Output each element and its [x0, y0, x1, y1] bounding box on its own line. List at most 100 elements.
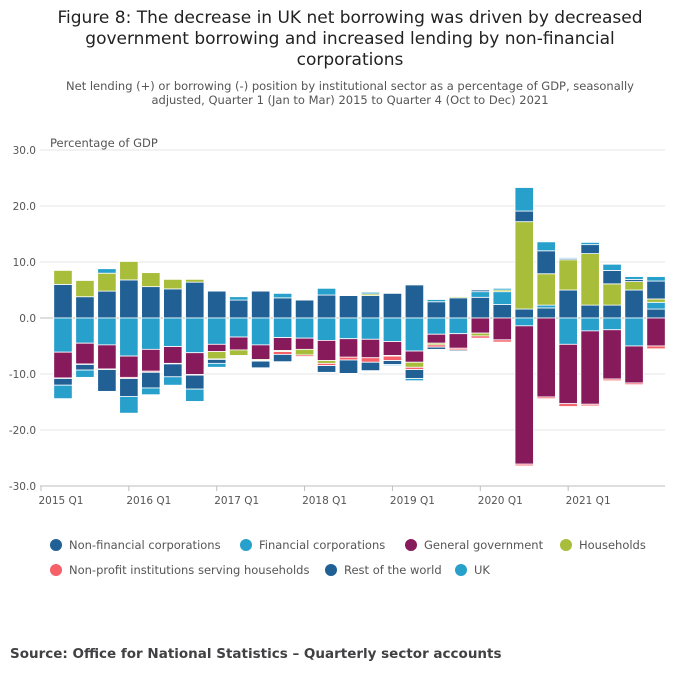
- bar-segment-gov: [492, 317, 512, 341]
- bar-segment-nfc: [75, 296, 95, 319]
- bar-segment-gov: [119, 355, 139, 378]
- bar-segment-fc: [141, 317, 161, 350]
- bar-segment-hh: [75, 280, 95, 298]
- legend-item-uk[interactable]: UK: [455, 563, 490, 577]
- bar-segment-uk: [492, 287, 512, 291]
- legend-swatch: [50, 539, 62, 551]
- bar-segment-fc: [426, 317, 446, 335]
- bar-segment-fc: [514, 317, 534, 327]
- legend-swatch: [560, 539, 572, 551]
- legend-item-fc[interactable]: Financial corporations: [240, 538, 385, 552]
- y-axis-label: Percentage of GDP: [50, 136, 158, 150]
- bar-segment-fc: [404, 317, 425, 352]
- bar-segment-gov: [602, 329, 622, 380]
- bar-segment-fc: [272, 317, 293, 339]
- bar-segment-fc: [294, 317, 315, 339]
- legend-label: General government: [424, 538, 544, 552]
- bar-segment-fc: [580, 317, 600, 332]
- bar-segment-nfc: [207, 290, 227, 319]
- bar-segment-row: [141, 371, 161, 389]
- legend-item-hh[interactable]: Households: [560, 538, 646, 552]
- bar-segment-nfc: [119, 279, 139, 319]
- bar-segment-nfc: [251, 290, 271, 319]
- bar-segment-npish: [229, 355, 249, 357]
- bar-segment-npish: [624, 382, 644, 386]
- bar-segment-gov: [185, 352, 205, 375]
- bar-segment-nfc: [382, 292, 403, 319]
- bar-segment-nfc: [404, 284, 425, 319]
- bar-segment-gov: [580, 330, 600, 405]
- bar-segment-gov: [558, 343, 578, 405]
- bar-segment-hh: [580, 253, 600, 306]
- bar-segment-row: [97, 369, 117, 392]
- bar-segment-gov: [163, 346, 183, 364]
- bar-segment-hh: [602, 283, 622, 306]
- bar-segment-uk: [53, 384, 73, 400]
- bar-segment-row: [338, 359, 359, 374]
- bar-segment-gov: [382, 341, 403, 356]
- x-tick-label: 2017 Q1: [214, 495, 259, 507]
- bar-segment-row: [119, 378, 139, 397]
- bar-segment-npish: [580, 403, 600, 407]
- bar-segment-hh: [404, 361, 425, 368]
- bar-segment-row: [53, 378, 73, 386]
- bar-segment-hh: [536, 273, 556, 306]
- legend-item-gov[interactable]: General government: [405, 538, 543, 552]
- bar-segment-hh: [119, 261, 139, 281]
- bar-segment-npish: [470, 335, 490, 339]
- bar-segment-uk: [97, 268, 117, 274]
- bar-segment-hh: [53, 269, 73, 285]
- bar-segment-npish: [514, 463, 534, 467]
- legend-item-npish[interactable]: Non-profit institutions serving househol…: [50, 563, 309, 577]
- bar-segment-row: [426, 346, 446, 350]
- bar-segment-row: [272, 353, 293, 363]
- bar-segment-gov: [624, 345, 644, 384]
- bar-segment-uk: [602, 263, 622, 271]
- legend-label: Rest of the world: [344, 563, 442, 577]
- bar-segment-npish: [360, 357, 381, 363]
- legend-label: Financial corporations: [259, 538, 386, 552]
- bar-segment-row: [382, 360, 403, 365]
- bar-segment-fc: [338, 317, 359, 340]
- bar-segment-nfc: [602, 304, 622, 319]
- bar-segment-gov: [294, 337, 315, 350]
- bar-segment-uk: [382, 364, 403, 367]
- bar-segment-nfc: [470, 296, 490, 319]
- y-tick-label: 0.0: [19, 313, 36, 325]
- bar-segment-gov: [141, 348, 161, 372]
- legend-label: Non-profit institutions serving househol…: [69, 563, 310, 577]
- y-tick-label: -30.0: [9, 481, 36, 493]
- y-tick-label: 20.0: [13, 201, 36, 213]
- bar-segment-uk: [404, 378, 425, 382]
- bar-segment-uk: [558, 257, 578, 260]
- legend-item-row[interactable]: Rest of the world: [325, 563, 442, 577]
- legend-item-nfc[interactable]: Non-financial corporations: [50, 538, 221, 552]
- bar-segment-uk: [646, 276, 666, 282]
- bar-segment-uk: [185, 388, 205, 402]
- legend-swatch: [325, 564, 337, 576]
- bar-segment-row: [470, 289, 490, 293]
- legend-swatch: [50, 564, 62, 576]
- bars: [53, 187, 666, 467]
- bar-segment-row: [580, 244, 600, 254]
- bar-segment-hh: [185, 278, 205, 283]
- bar-segment-uk: [294, 356, 315, 358]
- bar-segment-npish: [382, 355, 403, 361]
- bar-segment-fc: [602, 317, 622, 331]
- y-tick-label: 10.0: [13, 257, 36, 269]
- bar-segment-row: [514, 210, 534, 223]
- bar-segment-nfc: [185, 281, 205, 319]
- bar-segment-fc: [624, 317, 644, 347]
- bar-segment-npish: [558, 403, 578, 407]
- bar-segment-row: [316, 365, 337, 373]
- bar-segment-hh: [448, 296, 468, 299]
- y-axis-tick-labels: 30.0 20.0 10.0 0.0 -10.0 -20.0 -30.0: [9, 145, 36, 493]
- bar-segment-hh: [624, 281, 644, 291]
- bar-segment-nfc: [536, 307, 556, 319]
- legend-swatch: [240, 539, 252, 551]
- bar-segment-gov: [251, 344, 271, 360]
- bar-segment-row: [448, 349, 468, 352]
- bar-segment-nfc: [53, 283, 73, 319]
- bar-segment-row: [404, 369, 425, 379]
- y-tick-label: 30.0: [13, 145, 36, 157]
